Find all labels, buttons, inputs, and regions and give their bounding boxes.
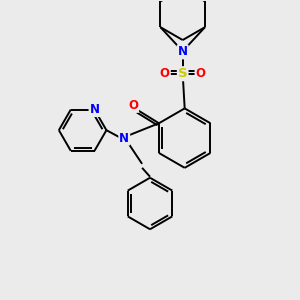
Text: O: O <box>196 67 206 80</box>
Text: N: N <box>119 132 129 145</box>
Text: O: O <box>160 67 170 80</box>
Text: O: O <box>128 99 138 112</box>
Text: N: N <box>89 103 100 116</box>
Text: S: S <box>178 67 188 80</box>
Text: N: N <box>178 45 188 58</box>
